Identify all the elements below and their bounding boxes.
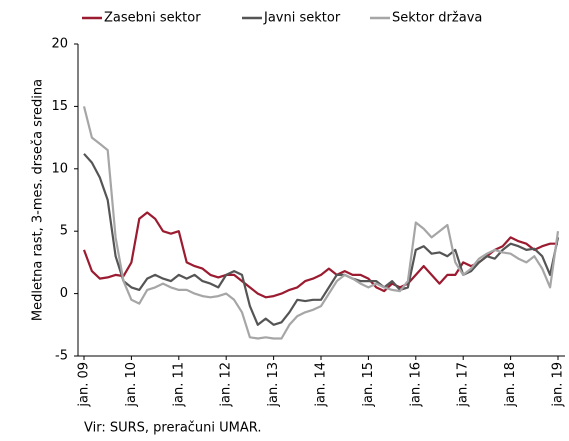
legend-label: Zasebni sektor [104, 11, 201, 26]
x-tick-label: jan. 10 [124, 362, 139, 408]
x-tick-label: jan. 17 [456, 362, 471, 408]
data-line [82, 106, 560, 340]
x-tick-label: jan. 11 [171, 362, 186, 408]
x-tick-label: jan. 12 [219, 362, 234, 408]
legend-label: Sektor država [392, 11, 482, 26]
x-tick-label: jan. 13 [266, 362, 281, 408]
y-tick-label: 20 [51, 37, 68, 52]
x-tick-label: jan. 18 [503, 362, 518, 408]
x-tick-label: jan. 09 [77, 362, 92, 408]
x-tick-label: jan. 19 [551, 362, 566, 408]
y-tick-label: 10 [51, 161, 68, 176]
y-tick-label: -5 [55, 349, 68, 364]
source: Vir: SURS, preračuni UMAR. [84, 421, 261, 436]
x-tick-label: jan. 14 [314, 362, 329, 408]
x-tick-label: jan. 16 [408, 362, 423, 408]
y-tick-label: 15 [51, 99, 68, 114]
y-tick-label: 0 [60, 286, 68, 301]
y-tick-label: 5 [60, 224, 68, 239]
legend-label: Javni sektor [263, 11, 341, 26]
data-line [83, 153, 560, 326]
x-tick-label: jan. 15 [361, 362, 376, 408]
y-axis-label: Medletna rast, 3-mes. drseča sredina [31, 79, 46, 321]
